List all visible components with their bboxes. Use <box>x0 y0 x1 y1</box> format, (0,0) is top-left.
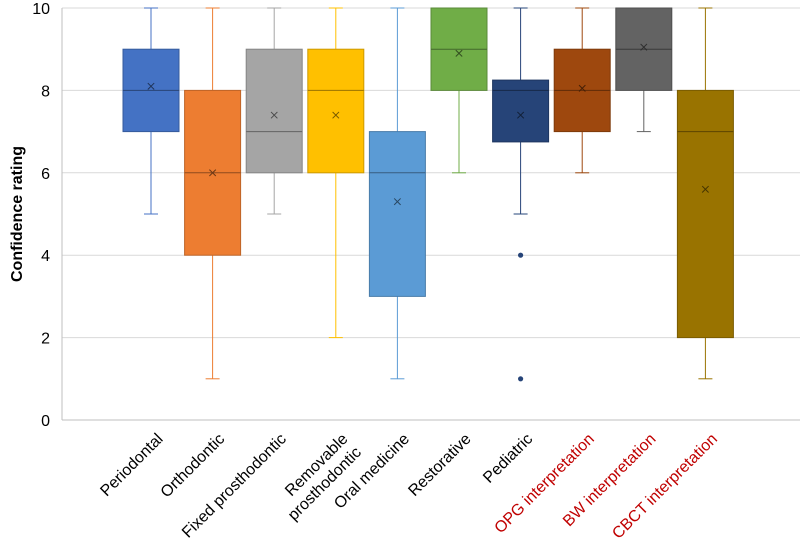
x-tick-label-line: Pediatric <box>480 431 536 487</box>
y-tick-label: 4 <box>41 248 50 265</box>
y-axis-label: Confidence rating <box>9 146 26 282</box>
mean-marker <box>517 111 525 119</box>
box-pediatric <box>492 7 550 382</box>
box-orthodontic <box>184 7 242 380</box>
x-tick-label: Periodontal <box>97 431 166 500</box>
x-tick-label-line: Periodontal <box>97 431 166 500</box>
box-bw-interpretation <box>615 7 673 133</box>
box-opg-interpretation <box>553 7 611 174</box>
outlier-point <box>518 376 524 382</box>
box-periodontal <box>122 7 180 215</box>
mean-marker <box>455 49 463 57</box>
axes: 0 2 4 6 8 10 <box>32 1 800 430</box>
mean-marker <box>147 82 155 90</box>
box-removable-prosthodontic <box>307 7 365 339</box>
mean-marker <box>640 43 648 51</box>
box-fixed-prosthodontic <box>245 7 303 215</box>
iqr-box <box>245 48 303 174</box>
mean-marker <box>270 111 278 119</box>
mean-marker <box>209 169 217 177</box>
boxes <box>122 7 734 382</box>
y-tick-label: 6 <box>41 166 50 183</box>
mean-marker <box>701 185 709 193</box>
box-cbct-interpretation <box>676 7 734 380</box>
outlier-point <box>518 252 524 258</box>
y-tick-label: 10 <box>32 1 50 18</box>
y-tick-label: 0 <box>41 413 50 430</box>
mean-marker <box>332 111 340 119</box>
iqr-box <box>307 48 365 174</box>
x-tick-label: Pediatric <box>480 431 536 487</box>
x-tick-label-line: CBCT interpretation <box>609 431 721 543</box>
iqr-box <box>676 89 734 339</box>
y-tick-label: 8 <box>41 83 50 100</box>
x-tick-label: CBCT interpretation <box>609 431 721 543</box>
iqr-box <box>368 131 426 297</box>
x-tick-label: Fixed prosthodontic <box>179 431 290 542</box>
mean-marker <box>578 84 586 92</box>
x-tick-label-line: Restorative <box>405 431 474 500</box>
x-tick-label: Restorative <box>405 431 474 500</box>
box-restorative <box>430 7 488 174</box>
box-oral-medicine <box>368 7 426 380</box>
y-tick-label: 2 <box>41 331 50 348</box>
x-tick-label-line: Fixed prosthodontic <box>179 431 290 542</box>
mean-marker <box>393 198 401 206</box>
iqr-box <box>492 79 550 143</box>
